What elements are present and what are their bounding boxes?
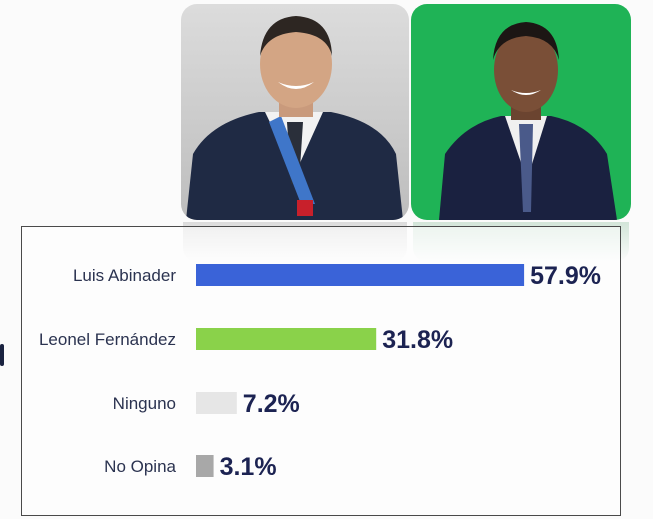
bar-luis-abinader: [196, 264, 525, 286]
bar-leonel-fernandez: [196, 328, 377, 350]
bar-ninguno: [196, 392, 237, 414]
value-label-no-opina: 3.1%: [220, 453, 277, 481]
edge-marker: [0, 344, 4, 366]
category-label-ninguno: Ninguno: [113, 394, 176, 413]
category-label-no-opina: No Opina: [104, 457, 176, 476]
value-label-ninguno: 7.2%: [243, 390, 300, 418]
category-label-luis-abinader: Luis Abinader: [73, 266, 176, 285]
category-label-leonel-fernandez: Leonel Fernández: [39, 330, 176, 349]
fernandez-photo: [411, 4, 631, 220]
value-label-luis-abinader: 57.9%: [530, 262, 601, 290]
abinader-photo: [181, 4, 409, 220]
value-label-leonel-fernandez: 31.8%: [382, 326, 453, 354]
bar-no-opina: [196, 455, 214, 477]
